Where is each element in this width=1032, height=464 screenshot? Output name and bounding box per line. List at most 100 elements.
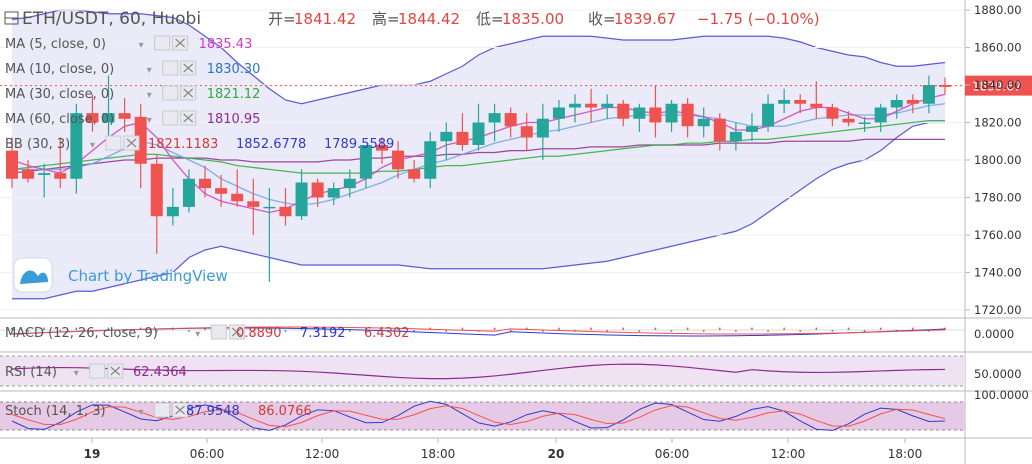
candle-body	[697, 118, 710, 127]
candlesticks[interactable]	[6, 75, 951, 282]
last-price-line: 1839.67	[0, 75, 1032, 96]
candle[interactable]	[713, 113, 726, 151]
candle[interactable]	[247, 178, 260, 235]
candle[interactable]	[199, 165, 212, 198]
candle[interactable]	[922, 75, 935, 114]
candle[interactable]	[601, 94, 614, 119]
candle[interactable]	[890, 94, 903, 119]
candle[interactable]	[826, 103, 839, 127]
candle-body	[392, 150, 405, 170]
settings-gear-icon[interactable]	[154, 402, 171, 418]
x-tick-label: 18:00	[888, 447, 923, 461]
candle[interactable]	[150, 154, 163, 254]
candle[interactable]	[762, 94, 775, 132]
candle[interactable]	[118, 98, 131, 132]
indicator-legend-3-value: 1810.95	[207, 112, 261, 127]
rsi-band	[0, 356, 965, 386]
candle[interactable]	[745, 113, 758, 142]
settings-gear-icon[interactable]	[162, 110, 179, 126]
candle-body	[520, 126, 533, 138]
low-value: 1835.00	[502, 10, 564, 28]
settings-gear-icon[interactable]	[162, 60, 179, 76]
close-value: 1839.67	[614, 10, 676, 28]
low-label: 低=	[476, 10, 504, 28]
candle[interactable]	[504, 107, 517, 138]
last-price-label: 1839.67	[972, 80, 1022, 94]
high-label: 高=	[372, 10, 400, 28]
candle[interactable]	[375, 137, 388, 164]
candle-body	[810, 103, 823, 108]
candle[interactable]	[440, 122, 453, 161]
indicator-legend-4-value: 1852.6778	[236, 137, 306, 152]
settings-gear-icon[interactable]	[162, 85, 179, 101]
indicator-legend-0-value: 1835.43	[199, 37, 253, 52]
candle[interactable]	[472, 103, 485, 151]
candle[interactable]	[70, 103, 83, 194]
candle[interactable]	[649, 85, 662, 138]
candle[interactable]	[359, 145, 372, 189]
tradingview-watermark[interactable]: Chart by TradingView	[13, 257, 228, 293]
candle[interactable]	[86, 94, 99, 132]
candle-body	[472, 122, 485, 145]
candle[interactable]	[794, 94, 807, 114]
candle[interactable]	[295, 169, 308, 220]
price-axis[interactable]: 1880.00 1860.00 1840.00 1820.00 1800.00 1780.…	[965, 3, 1029, 402]
time-axis[interactable]: 19 06:00 12:00 18:00 20 06:00 12:00 18:00	[84, 438, 923, 461]
close-icon-glyph	[126, 138, 137, 148]
candle[interactable]	[842, 111, 855, 127]
close-icon-glyph	[183, 63, 194, 73]
candle-body	[906, 100, 919, 104]
y-tick-label: 1720.00	[974, 303, 1022, 317]
candle-body	[408, 169, 421, 179]
candle[interactable]	[231, 169, 244, 207]
candle[interactable]	[263, 188, 276, 282]
settings-gear-icon[interactable]	[210, 324, 227, 340]
candle[interactable]	[874, 103, 887, 132]
candle[interactable]	[182, 169, 195, 213]
close-icon-glyph	[183, 113, 194, 123]
y-tick-label: 1860.00	[974, 41, 1022, 55]
candle[interactable]	[54, 137, 67, 189]
candle[interactable]	[633, 103, 646, 132]
candle[interactable]	[392, 141, 405, 179]
candle[interactable]	[617, 100, 630, 127]
candle[interactable]	[681, 98, 694, 138]
candle-body	[681, 103, 694, 127]
y-tick-label: 1820.00	[974, 116, 1022, 130]
candle[interactable]	[166, 188, 179, 226]
candle[interactable]	[279, 188, 292, 226]
candle[interactable]	[102, 75, 115, 138]
candle[interactable]	[343, 169, 356, 198]
settings-gear-icon[interactable]	[105, 135, 122, 151]
candle[interactable]	[134, 103, 147, 189]
candle-body	[150, 163, 163, 217]
candle[interactable]	[552, 100, 565, 132]
candle[interactable]	[456, 113, 469, 151]
candle[interactable]	[697, 107, 710, 138]
candle[interactable]	[215, 175, 228, 207]
candle[interactable]	[488, 103, 501, 142]
candle[interactable]	[569, 94, 582, 123]
candle[interactable]	[6, 137, 18, 189]
settings-gear-icon[interactable]	[154, 35, 171, 51]
candle[interactable]	[585, 88, 598, 123]
candle[interactable]	[408, 160, 421, 183]
candle[interactable]	[424, 131, 437, 189]
candle-body	[311, 182, 324, 198]
candle[interactable]	[778, 88, 791, 114]
candle[interactable]	[858, 116, 871, 132]
candle[interactable]	[311, 178, 324, 207]
candle[interactable]	[536, 103, 549, 160]
candle[interactable]	[38, 163, 51, 198]
candle[interactable]	[729, 122, 742, 151]
settings-gear-icon[interactable]	[89, 363, 106, 379]
candle[interactable]	[327, 182, 340, 206]
x-tick-label: 19	[84, 447, 101, 461]
candle[interactable]	[906, 94, 919, 114]
candle[interactable]	[665, 100, 678, 132]
candle[interactable]	[810, 81, 823, 119]
candle[interactable]	[22, 160, 35, 183]
candle[interactable]	[520, 113, 533, 151]
